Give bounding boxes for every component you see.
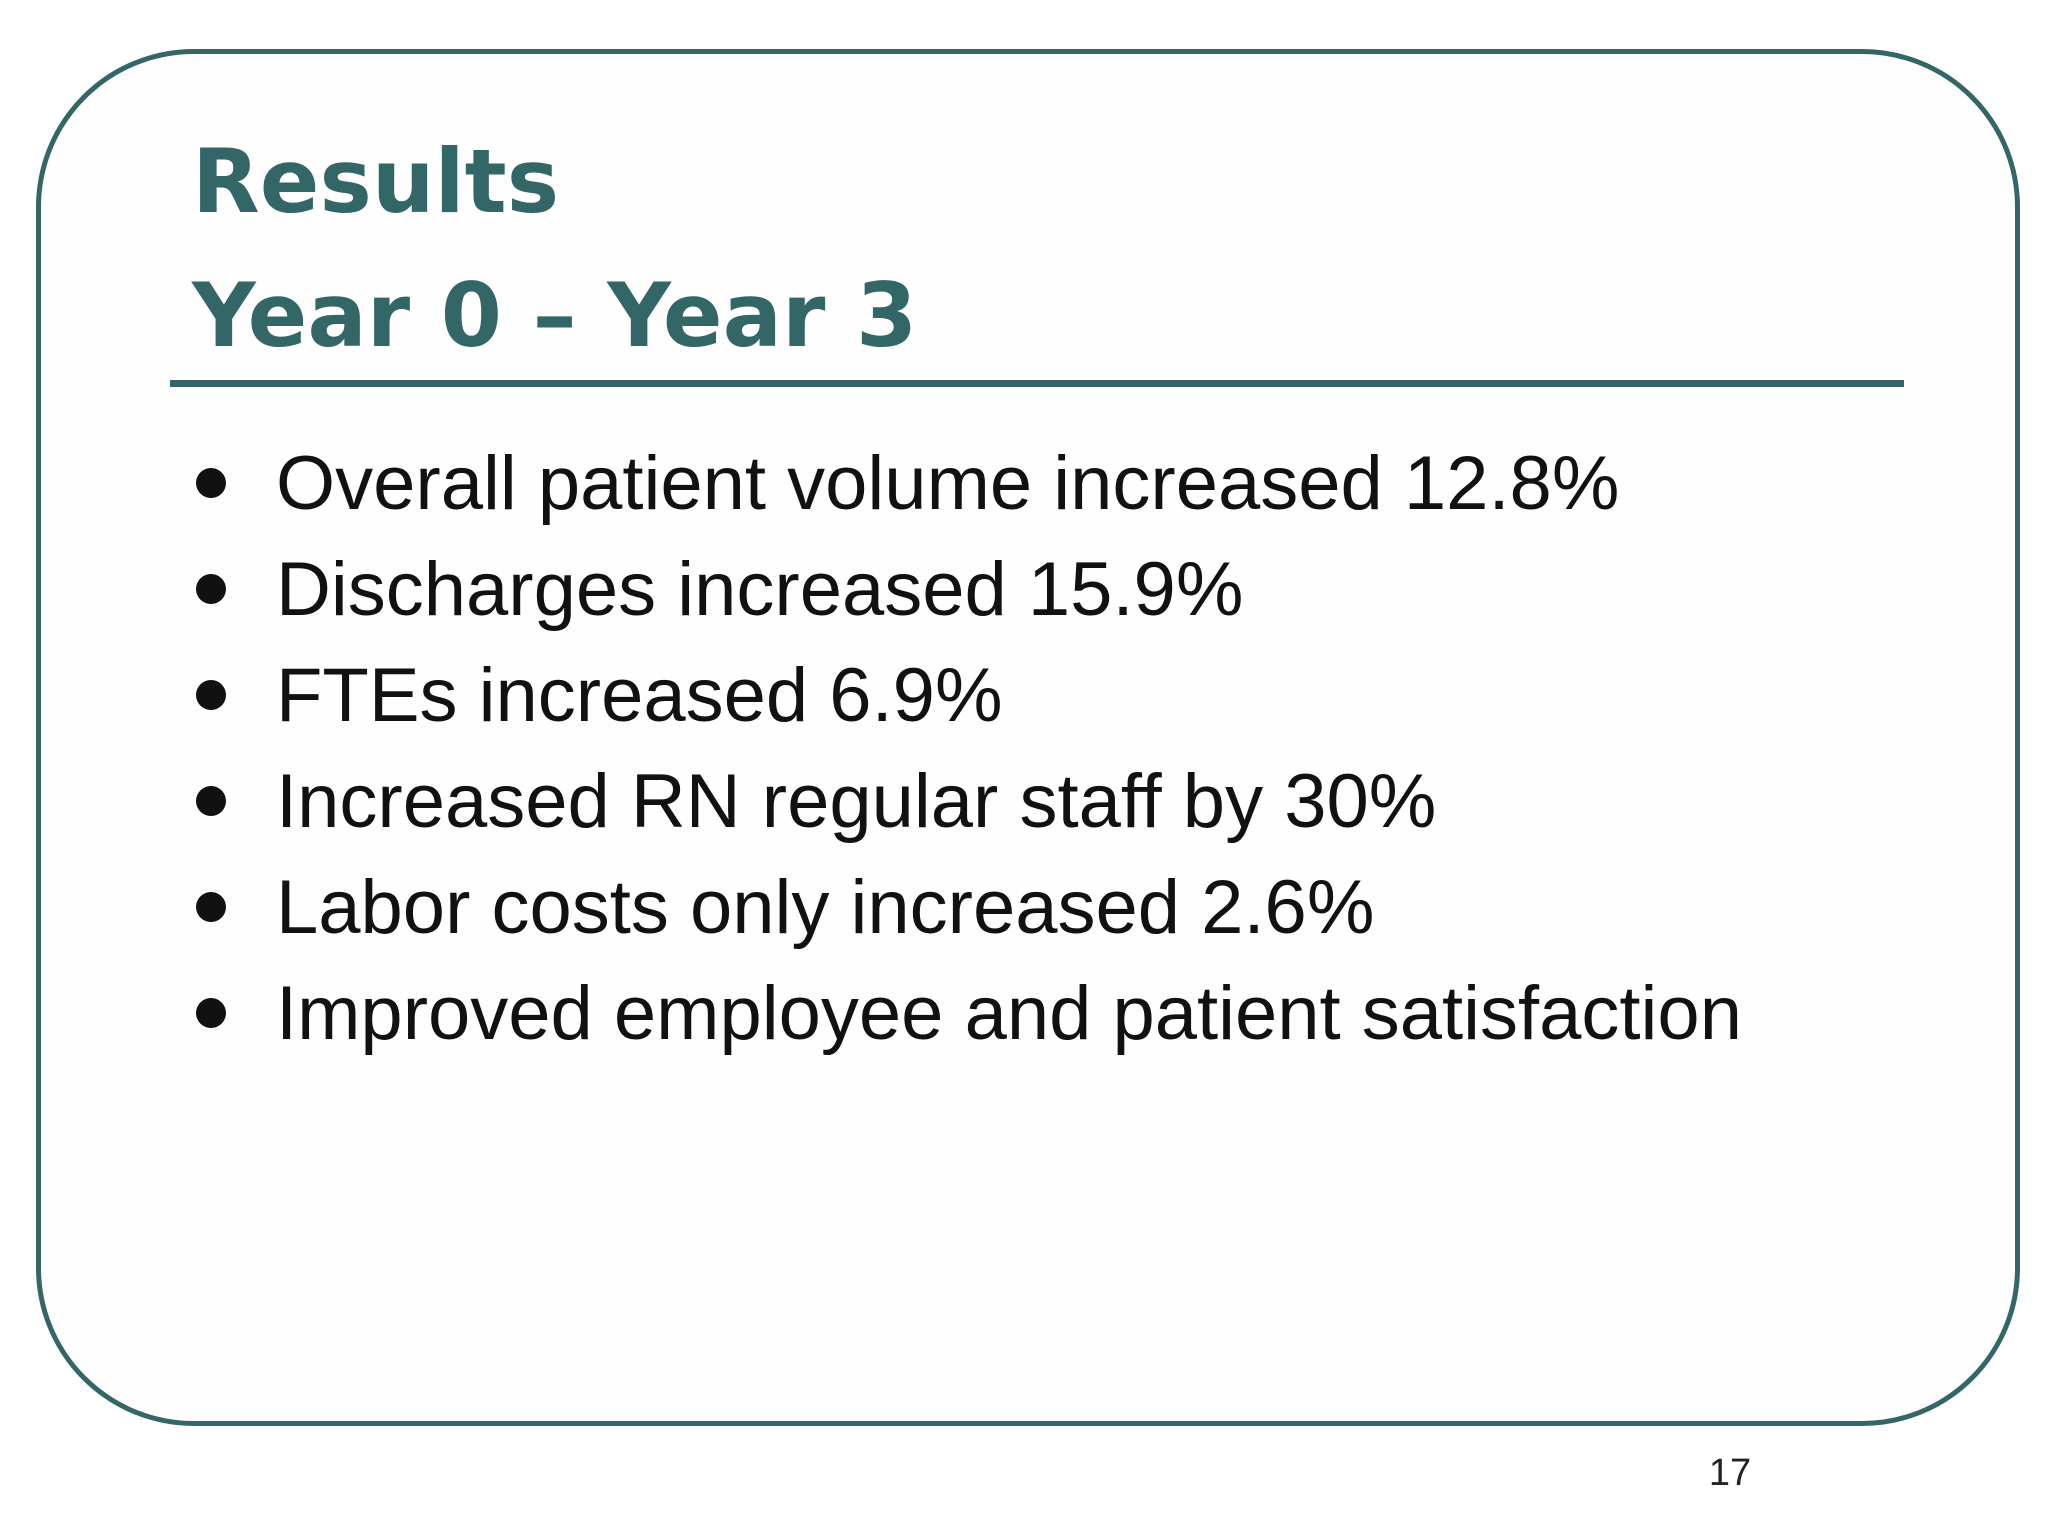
bullet-text: Discharges increased 15.9% (276, 546, 1244, 632)
title-line-year-range: Year 0 – Year 3 (192, 264, 918, 367)
slide-frame (36, 49, 2020, 1426)
bullet-item-satisfaction: Improved employee and patient satisfacti… (192, 960, 1952, 1066)
bullet-item-rn-staff: Increased RN regular staff by 30% (192, 748, 1952, 854)
page-number: 17 (1708, 1452, 1752, 1494)
bullet-dot-icon (196, 574, 226, 604)
bullet-dot-icon (196, 786, 226, 816)
bullet-dot-icon (196, 892, 226, 922)
bullet-item-patient-volume: Overall patient volume increased 12.8% (192, 430, 1952, 536)
title-divider (170, 380, 1904, 387)
bullet-text: FTEs increased 6.9% (276, 652, 1003, 738)
title-line-results: Results (192, 130, 560, 233)
bullet-item-ftes: FTEs increased 6.9% (192, 642, 1952, 748)
bullet-dot-icon (196, 680, 226, 710)
bullet-text: Labor costs only increased 2.6% (276, 864, 1375, 950)
bullet-text: Increased RN regular staff by 30% (276, 758, 1437, 844)
results-bullet-list: Overall patient volume increased 12.8% D… (192, 430, 1952, 1066)
bullet-text: Overall patient volume increased 12.8% (276, 440, 1620, 526)
bullet-dot-icon (196, 468, 226, 498)
bullet-item-discharges: Discharges increased 15.9% (192, 536, 1952, 642)
bullet-item-labor-costs: Labor costs only increased 2.6% (192, 854, 1952, 960)
bullet-dot-icon (196, 998, 226, 1028)
slide-title: Results Year 0 – Year 3 (192, 115, 917, 383)
bullet-text: Improved employee and patient satisfacti… (276, 970, 1742, 1056)
